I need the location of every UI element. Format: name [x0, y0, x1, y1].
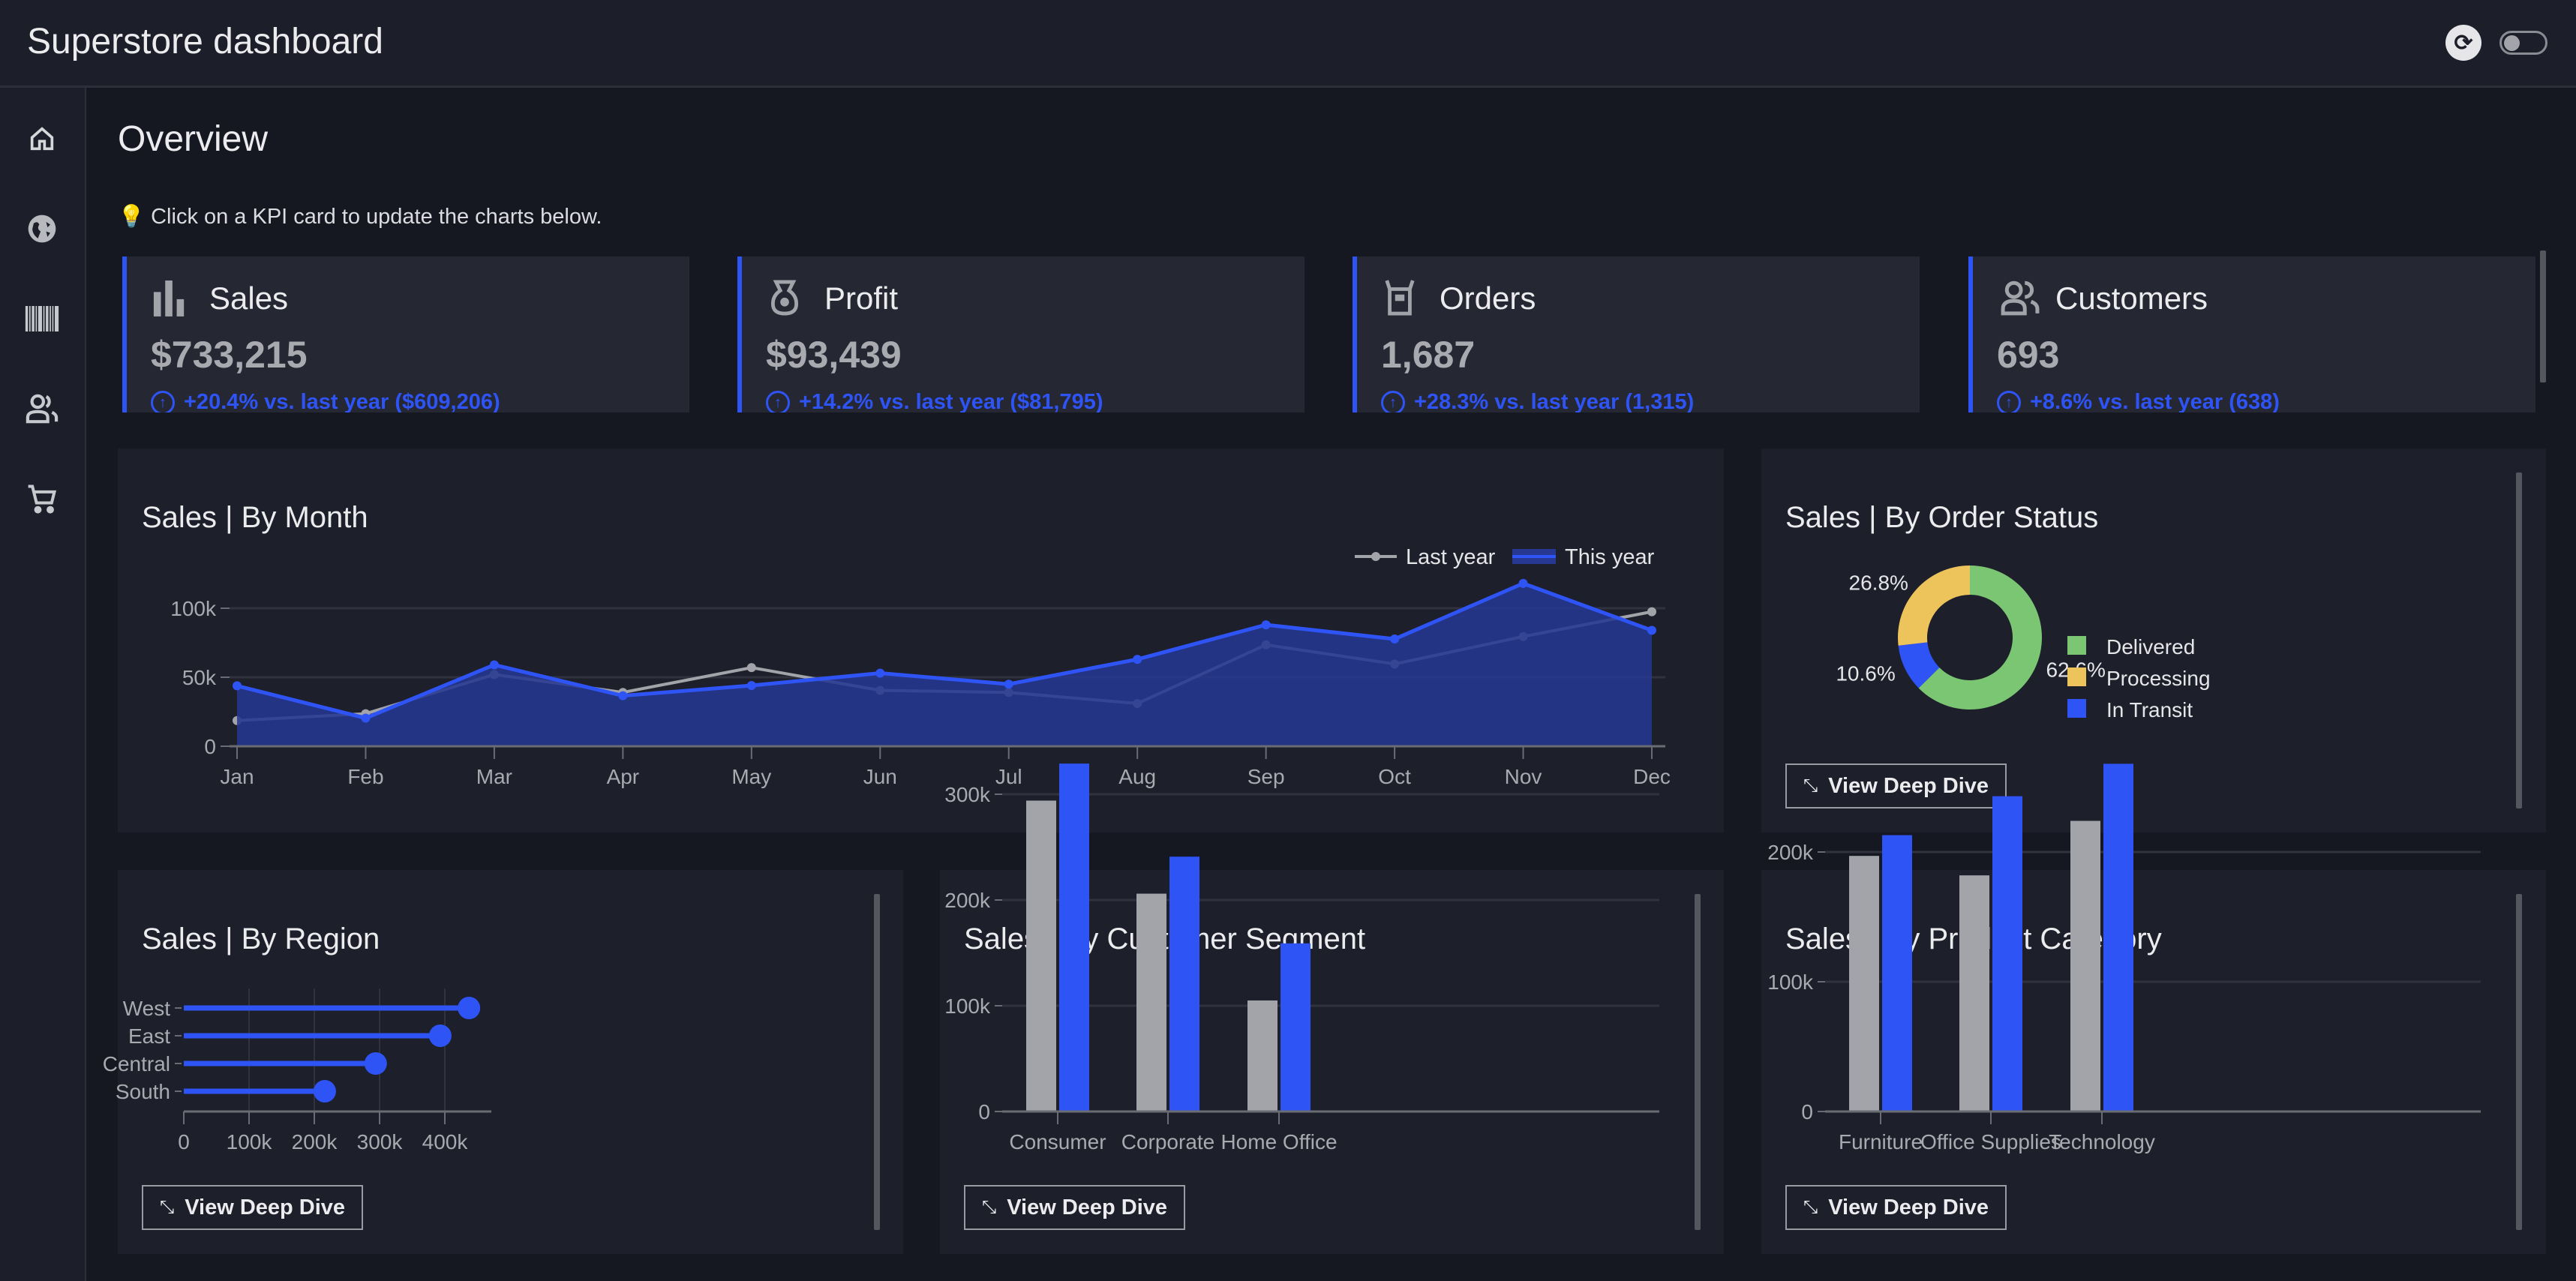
sidebar-item-product[interactable]: [21, 298, 63, 340]
button-label: View Deep Dive: [1007, 1195, 1168, 1220]
app-title: Superstore dashboard: [27, 22, 383, 62]
arrow-up-circle-icon: ↑: [1997, 391, 2021, 412]
theme-settings-icon: ⟳: [2454, 30, 2473, 56]
button-label: View Deep Dive: [1828, 1195, 1989, 1220]
expand-icon: ⤡: [982, 1197, 997, 1217]
bar-chart-icon: [153, 280, 185, 316]
page-title: Overview: [118, 119, 269, 159]
theme-settings-button[interactable]: ⟳: [2445, 25, 2481, 61]
sidebar-item-orders[interactable]: [21, 478, 63, 520]
users-icon: [26, 394, 59, 424]
kpi-card-customers[interactable]: Customers 693 ↑ +8.6% vs. last year (638): [1968, 256, 2535, 412]
home-icon: [30, 127, 54, 151]
kpi-delta-text: +8.6% vs. last year (638): [2030, 390, 2280, 412]
card-title: Sales | By Region: [142, 922, 380, 956]
arrow-up-circle-icon: ↑: [766, 391, 790, 412]
card-scrollbar[interactable]: [2516, 472, 2522, 808]
hint-text: 💡 Click on a KPI card to update the chart…: [118, 204, 602, 230]
kpi-card-sales[interactable]: Sales $733,215 ↑ +20.4% vs. last year ($6…: [122, 256, 689, 412]
kpi-value: $93,439: [766, 334, 902, 376]
kpi-scrollbar[interactable]: [2540, 250, 2546, 382]
card-title: Sales | By Month: [142, 501, 368, 534]
arrow-up-circle-icon: ↑: [1381, 391, 1405, 412]
sidebar-item-customers[interactable]: [21, 388, 63, 430]
cart-icon: [28, 484, 57, 514]
card-scrollbar[interactable]: [2516, 894, 2522, 1230]
toggle-knob: [2504, 35, 2520, 51]
expand-icon: ⤡: [1803, 776, 1818, 796]
kpi-value: 693: [1997, 334, 2060, 376]
view-deep-dive-button[interactable]: ⤡ View Deep Dive: [142, 1185, 364, 1230]
expand-icon: ⤡: [160, 1197, 175, 1217]
kpi-value: $733,215: [151, 334, 308, 376]
theme-toggle[interactable]: [2499, 31, 2547, 55]
sales-by-segment-card: Sales | By Customer Segment ⤡ View Deep D…: [940, 870, 1724, 1254]
card-scrollbar[interactable]: [1695, 894, 1701, 1230]
card-title: Sales | By Product Category: [1785, 922, 2162, 956]
order-box-icon: [1385, 280, 1415, 316]
sales-by-order-status-card: Sales | By Order Status ⤡ View Deep Dive: [1761, 448, 2546, 832]
money-bag-icon: [771, 280, 798, 316]
kpi-delta-text: +28.3% vs. last year (1,315): [1414, 390, 1695, 412]
expand-icon: ⤡: [1803, 1197, 1818, 1217]
sidebar-item-home[interactable]: [21, 118, 63, 160]
users-icon: [2001, 280, 2040, 316]
sales-by-category-card: Sales | By Product Category ⤡ View Deep D…: [1761, 870, 2546, 1254]
kpi-delta-text: +20.4% vs. last year ($609,206): [184, 390, 500, 412]
card-title: Sales | By Customer Segment: [964, 922, 1366, 956]
kpi-title: Orders: [1440, 280, 1536, 316]
view-deep-dive-button[interactable]: ⤡ View Deep Dive: [1785, 1185, 2007, 1230]
kpi-delta: ↑ +8.6% vs. last year (638): [1997, 390, 2280, 412]
view-deep-dive-button[interactable]: ⤡ View Deep Dive: [964, 1185, 1186, 1230]
sidebar-item-region[interactable]: [21, 208, 63, 250]
lightbulb-icon: 💡: [118, 205, 146, 229]
kpi-delta: ↑ +14.2% vs. last year ($81,795): [766, 390, 1103, 412]
kpi-title: Sales: [209, 280, 289, 316]
kpi-value: 1,687: [1381, 334, 1476, 376]
globe-icon: [28, 214, 56, 243]
card-scrollbar[interactable]: [874, 894, 880, 1230]
kpi-card-profit[interactable]: Profit $93,439 ↑ +14.2% vs. last year ($8…: [737, 256, 1305, 412]
button-label: View Deep Dive: [185, 1195, 346, 1220]
button-label: View Deep Dive: [1828, 773, 1989, 798]
kpi-delta-text: +14.2% vs. last year ($81,795): [799, 390, 1103, 412]
kpi-delta: ↑ +20.4% vs. last year ($609,206): [151, 390, 500, 412]
arrow-up-circle-icon: ↑: [151, 391, 175, 412]
hint-label: Click on a KPI card to update the charts…: [151, 205, 602, 229]
app-header: Superstore dashboard ⟳: [0, 0, 2576, 88]
view-deep-dive-button[interactable]: ⤡ View Deep Dive: [1785, 764, 2007, 808]
card-title: Sales | By Order Status: [1785, 501, 2099, 534]
sales-by-month-card: Sales | By Month: [118, 448, 1724, 832]
kpi-title: Profit: [824, 280, 899, 316]
barcode-icon: [25, 306, 59, 332]
kpi-title: Customers: [2055, 280, 2208, 316]
sales-by-region-card: Sales | By Region ⤡ View Deep Dive: [118, 870, 903, 1254]
sidebar: [0, 88, 86, 1281]
y-tick-label: 200k: [1767, 841, 1814, 864]
kpi-card-orders[interactable]: Orders 1,687 ↑ +28.3% vs. last year (1,31…: [1353, 256, 1920, 412]
kpi-delta: ↑ +28.3% vs. last year (1,315): [1381, 390, 1694, 412]
